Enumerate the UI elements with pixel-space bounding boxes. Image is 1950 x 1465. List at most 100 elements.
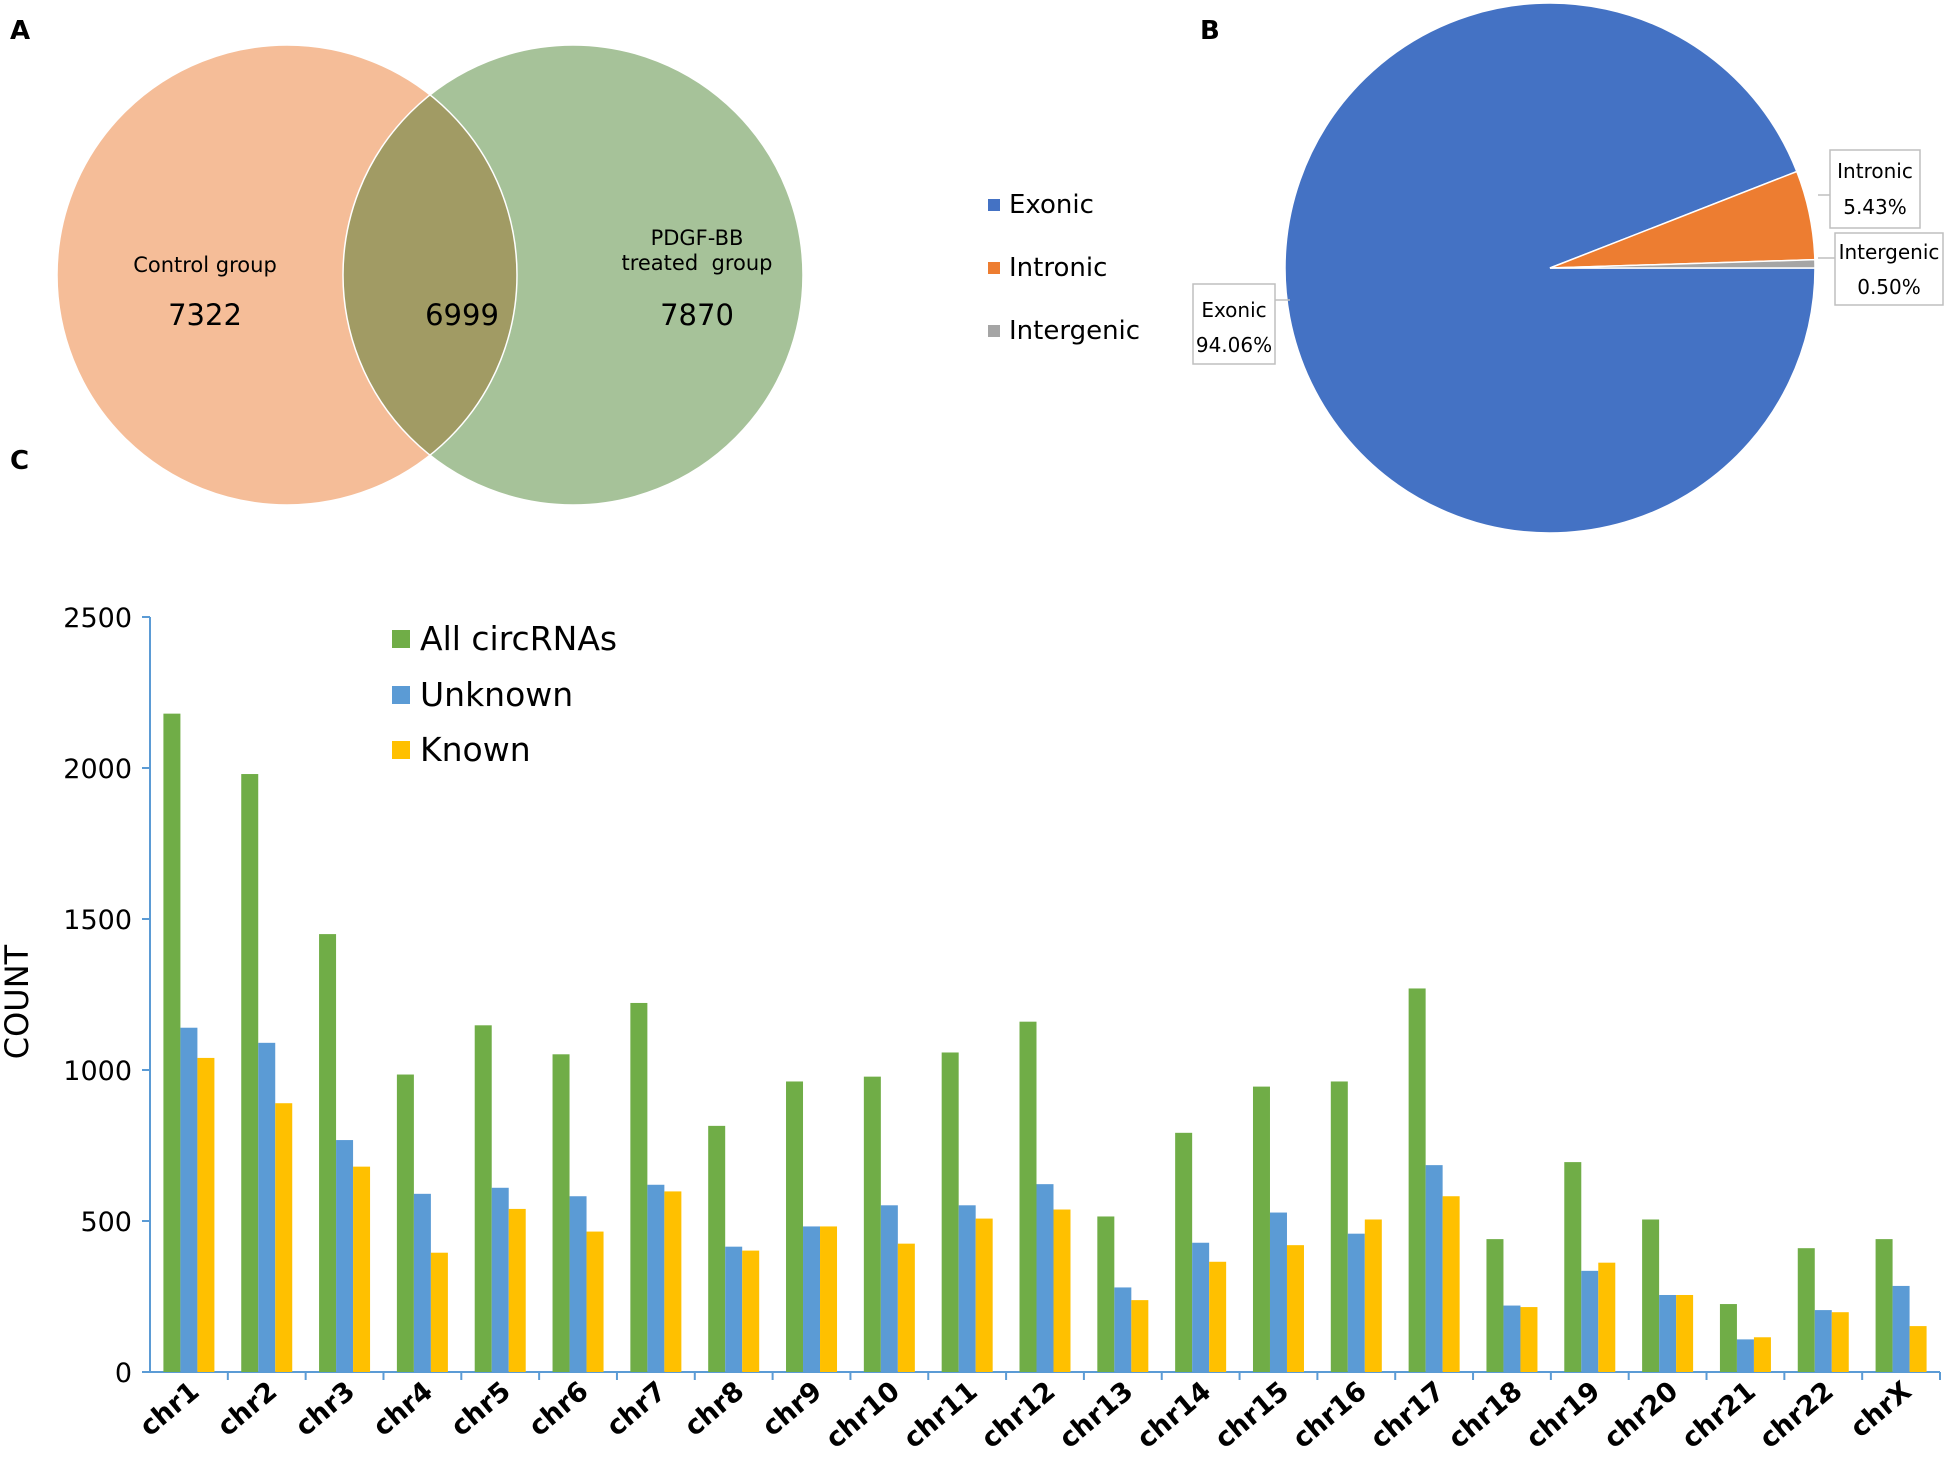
- bar-unknown-chr16: [1347, 1233, 1365, 1372]
- x-tick-label-chr13: chr13: [1053, 1376, 1139, 1455]
- bar-known-chr3: [353, 1166, 371, 1372]
- panel-label-a: A: [10, 16, 31, 46]
- bar-all-circrnas-chr8: [708, 1125, 726, 1372]
- x-tick-label-chr20: chr20: [1598, 1376, 1684, 1455]
- x-tick-label-chr18: chr18: [1443, 1376, 1529, 1455]
- bar-known-chr9: [820, 1226, 838, 1372]
- x-tick-label-chr2: chr2: [212, 1376, 284, 1443]
- panel-label-b: B: [1200, 16, 1220, 46]
- x-tick-label-chr14: chr14: [1131, 1376, 1217, 1455]
- legend-swatch-known: [392, 741, 410, 759]
- venn-treated-count: 7870: [660, 298, 734, 332]
- bar-all-circrnas-chr17: [1408, 988, 1426, 1372]
- bar-known-chr5: [508, 1208, 526, 1372]
- x-tick-label-chr21: chr21: [1676, 1376, 1762, 1455]
- bar-all-circrnas-chr5: [474, 1025, 492, 1372]
- y-tick-label-2000: 2000: [63, 754, 132, 785]
- bar-known-chr12: [1053, 1209, 1071, 1372]
- x-tick-label-chr7: chr7: [601, 1376, 673, 1443]
- bar-all-circrnas-chr14: [1175, 1132, 1193, 1372]
- legend-label-known: Known: [420, 730, 531, 769]
- venn-treated-label-line2: treated group: [621, 251, 772, 275]
- bar-all-circrnas-chr7: [630, 1002, 648, 1372]
- bar-known-chr8: [742, 1250, 760, 1372]
- x-tick-label-chr10: chr10: [820, 1376, 906, 1455]
- bar-known-chr11: [975, 1218, 993, 1372]
- bar-all-circrnas-chr22: [1797, 1248, 1815, 1372]
- pie-slice-intergenic: [1549, 258, 1816, 269]
- bar-known-chr4: [430, 1252, 448, 1372]
- legend-swatch-exonic: [988, 199, 1000, 211]
- bar-all-circrnas-chrX: [1875, 1239, 1893, 1372]
- legend-swatch-intergenic: [988, 325, 1000, 337]
- venn-control-count: 7322: [168, 298, 242, 332]
- x-tick-label-chr6: chr6: [523, 1376, 595, 1443]
- legend-label-exonic: Exonic: [1009, 190, 1094, 220]
- bar-unknown-chr22: [1814, 1310, 1832, 1372]
- bar-known-chr19: [1598, 1262, 1616, 1372]
- bar-unknown-chr17: [1425, 1165, 1443, 1372]
- bar-known-chr6: [586, 1231, 604, 1372]
- x-tick-label-chr3: chr3: [290, 1376, 362, 1443]
- legend-swatch-unknown: [392, 686, 410, 704]
- legend-label-all-circrnas: All circRNAs: [420, 619, 617, 658]
- bar-known-chr1: [197, 1057, 215, 1372]
- bar-all-circrnas-chr6: [552, 1054, 570, 1372]
- bar-known-chr16: [1364, 1219, 1382, 1372]
- pie-callouts: Exonic 94.06% Intronic 5.43% Intergenic …: [1192, 149, 1944, 365]
- x-tick-label-chr22: chr22: [1754, 1376, 1840, 1455]
- bar-all-circrnas-chr18: [1486, 1239, 1504, 1372]
- bar-all-circrnas-chr11: [941, 1052, 959, 1372]
- bar-unknown-chr13: [1114, 1287, 1132, 1372]
- x-tick-label-chr11: chr11: [898, 1376, 984, 1455]
- legend-swatch-all-circrnas: [392, 630, 410, 648]
- y-tick-label-0: 0: [115, 1358, 132, 1389]
- bar-unknown-chr7: [647, 1184, 665, 1372]
- venn-intersection: [343, 45, 517, 505]
- bar-unknown-chr21: [1736, 1339, 1754, 1372]
- y-tick-label-500: 500: [80, 1207, 132, 1238]
- bar-known-chr22: [1831, 1312, 1849, 1372]
- callout-label-intergenic: Intergenic: [1839, 240, 1940, 264]
- legend-label-intergenic: Intergenic: [1009, 316, 1140, 346]
- callout-value-intronic: 5.43%: [1843, 195, 1907, 219]
- callout-box-intergenic: [1834, 232, 1944, 306]
- bar-y-axis-title: COUNT: [0, 944, 36, 1059]
- bar-unknown-chr10: [880, 1205, 898, 1372]
- x-tick-label-chr12: chr12: [976, 1376, 1062, 1455]
- x-tick-label-chr16: chr16: [1287, 1376, 1373, 1455]
- bar-unknown-chr14: [1192, 1242, 1210, 1372]
- bar-unknown-chr15: [1269, 1212, 1287, 1372]
- bar-unknown-chr12: [1036, 1184, 1054, 1372]
- bar-chart-bars: [163, 713, 1927, 1372]
- callout-box-intronic: [1829, 149, 1921, 229]
- legend-label-intronic: Intronic: [1009, 253, 1107, 283]
- bar-unknown-chr20: [1659, 1294, 1677, 1372]
- bar-known-chr18: [1520, 1307, 1538, 1372]
- legend-swatch-intronic: [988, 262, 1000, 274]
- bar-all-circrnas-chr4: [396, 1074, 414, 1372]
- y-tick-label-2500: 2500: [63, 603, 132, 634]
- bar-known-chr20: [1676, 1294, 1694, 1372]
- bar-unknown-chr9: [803, 1226, 821, 1372]
- bar-all-circrnas-chr19: [1564, 1162, 1582, 1372]
- legend-label-unknown: Unknown: [420, 675, 573, 714]
- bar-known-chr2: [275, 1103, 293, 1372]
- bar-chart-x-labels: chr1 chr2 chr3 chr4 chr5 chr6 chr7 chr8 chr9chr1…: [134, 1375, 1918, 1454]
- bar-all-circrnas-chr16: [1330, 1081, 1348, 1372]
- bar-unknown-chr19: [1581, 1270, 1599, 1372]
- x-tick-label-chr5: chr5: [445, 1376, 517, 1443]
- x-tick-label-chr19: chr19: [1520, 1376, 1606, 1455]
- bar-all-circrnas-chr15: [1252, 1086, 1270, 1372]
- bar-all-circrnas-chr2: [241, 774, 259, 1372]
- bar-unknown-chr6: [569, 1196, 587, 1372]
- bar-unknown-chr4: [413, 1193, 431, 1372]
- pie-legend: Exonic Intronic Intergenic: [988, 190, 1140, 346]
- bar-all-circrnas-chr12: [1019, 1021, 1037, 1372]
- x-tick-label-chrX: chrX: [1845, 1375, 1918, 1443]
- x-tick-label-chr9: chr9: [757, 1376, 829, 1443]
- venn-control-label: Control group: [133, 253, 277, 277]
- bar-known-chr10: [897, 1243, 915, 1372]
- bar-all-circrnas-chr20: [1642, 1219, 1660, 1372]
